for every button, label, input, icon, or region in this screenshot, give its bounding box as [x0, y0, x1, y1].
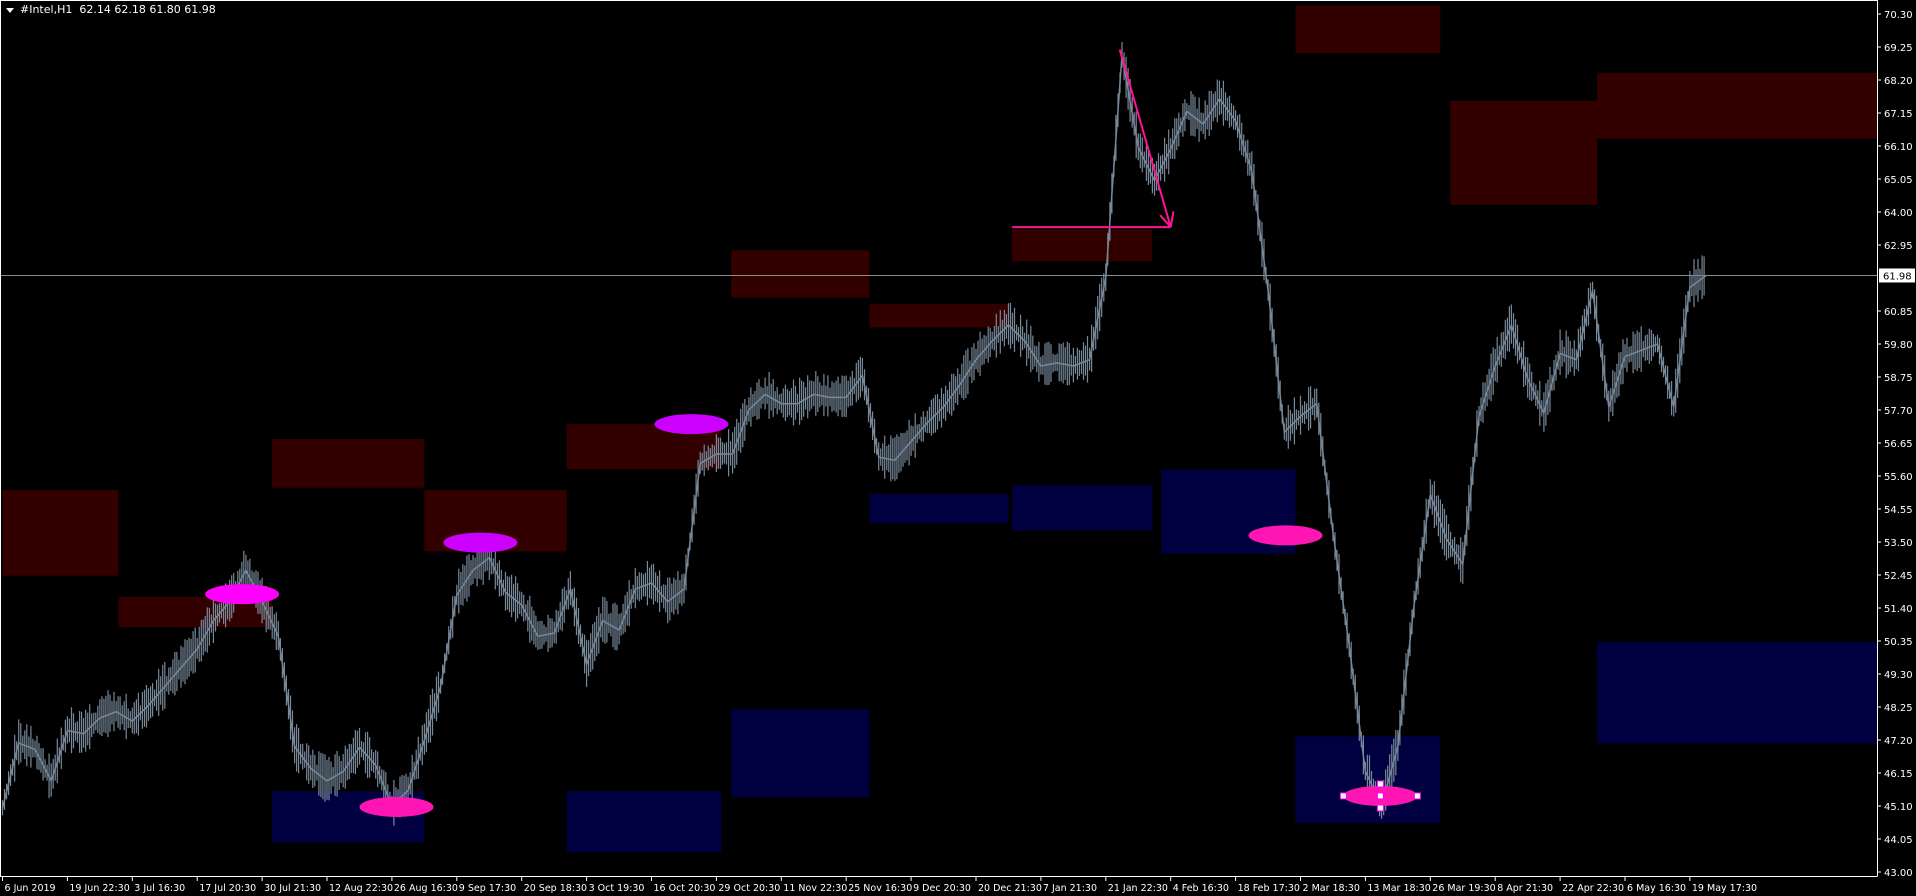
- arrow-head: [1169, 211, 1175, 228]
- ellipse-marker[interactable]: [359, 796, 434, 817]
- drawing-objects-layer: [205, 49, 1421, 817]
- y-tick-label: 56.65: [1884, 439, 1913, 450]
- selection-handle[interactable]: [1376, 780, 1384, 788]
- y-tick-label: 67.15: [1884, 109, 1913, 120]
- y-tick-label: 59.80: [1884, 340, 1913, 351]
- x-tick-label: 11 Nov 22:30: [783, 883, 847, 894]
- y-tick-label: 47.20: [1884, 736, 1913, 747]
- y-tick-label: 62.95: [1884, 241, 1913, 252]
- selection-handle[interactable]: [1339, 792, 1347, 800]
- supply-zone-rect[interactable]: [1295, 5, 1441, 54]
- y-tick-label: 53.50: [1884, 538, 1913, 549]
- time-axis-bg: [0, 876, 1916, 896]
- supply-zone-rect[interactable]: [869, 304, 1009, 328]
- y-tick-label: 69.25: [1884, 43, 1913, 54]
- price-bars: [1, 42, 1705, 826]
- supply-zone-rect[interactable]: [272, 438, 425, 488]
- x-tick-label: 7 Jan 21:30: [1043, 883, 1097, 894]
- supply-zone-rect[interactable]: [2, 490, 119, 576]
- x-tick-label: 20 Sep 18:30: [524, 883, 587, 894]
- price-series-layer: [0, 42, 1877, 826]
- y-tick-label: 50.35: [1884, 637, 1913, 648]
- y-tick-label: 54.55: [1884, 505, 1913, 516]
- y-tick-label: 52.45: [1884, 571, 1913, 582]
- y-tick-label: 65.05: [1884, 175, 1913, 186]
- x-tick-label: 18 Feb 17:30: [1238, 883, 1300, 894]
- x-tick-label: 9 Sep 17:30: [459, 883, 516, 894]
- supply-zone-rect[interactable]: [1450, 100, 1598, 205]
- symbol-label: #Intel,H1: [20, 3, 73, 16]
- x-tick-label: 16 Oct 20:30: [654, 883, 716, 894]
- y-tick-label: 44.05: [1884, 835, 1913, 846]
- y-tick-label: 48.25: [1884, 703, 1913, 714]
- y-tick-label: 49.30: [1884, 670, 1913, 681]
- y-tick-label: 58.75: [1884, 373, 1913, 384]
- y-tick-label: 68.20: [1884, 76, 1913, 87]
- x-tick-label: 9 Dec 20:30: [913, 883, 971, 894]
- x-tick-label: 6 Jun 2019: [5, 883, 56, 894]
- x-tick-label: 19 Jun 22:30: [69, 883, 129, 894]
- price-line: [1, 55, 1707, 809]
- x-tick-label: 26 Mar 19:30: [1432, 883, 1495, 894]
- y-tick-label: 51.40: [1884, 604, 1913, 615]
- zones-layer: [2, 5, 1877, 853]
- demand-zone-rect[interactable]: [1597, 641, 1877, 744]
- x-tick-label: 6 May 16:30: [1627, 883, 1686, 894]
- current-price-badge: [1879, 268, 1915, 283]
- supply-zone-rect[interactable]: [1012, 229, 1153, 262]
- x-tick-label: 26 Aug 16:30: [394, 883, 458, 894]
- ellipse-marker[interactable]: [443, 532, 518, 553]
- demand-zone-rect[interactable]: [731, 709, 870, 798]
- y-tick-label: 70.30: [1884, 10, 1913, 21]
- demand-zone-rect[interactable]: [1012, 485, 1153, 531]
- x-tick-label: 2 Mar 18:30: [1303, 883, 1360, 894]
- y-tick-label: 45.10: [1884, 802, 1913, 813]
- demand-zone-rect[interactable]: [566, 791, 722, 853]
- supply-zone-rect[interactable]: [1597, 72, 1877, 139]
- ellipse-marker[interactable]: [654, 414, 729, 435]
- x-tick-label: 29 Oct 20:30: [718, 883, 780, 894]
- x-tick-label: 17 Jul 20:30: [199, 883, 256, 894]
- x-tick-label: 3 Jul 16:30: [134, 883, 185, 894]
- x-tick-label: 30 Jul 21:30: [264, 883, 321, 894]
- y-tick-label: 43.00: [1884, 868, 1913, 879]
- demand-zone-rect[interactable]: [869, 493, 1009, 524]
- x-tick-label: 22 Apr 22:30: [1562, 883, 1624, 894]
- y-tick-label: 57.70: [1884, 406, 1913, 417]
- x-tick-label: 20 Dec 21:30: [978, 883, 1042, 894]
- x-tick-label: 4 Feb 16:30: [1173, 883, 1229, 894]
- price-axis-bg: [1877, 0, 1916, 896]
- y-tick-label: 60.85: [1884, 307, 1913, 318]
- dropdown-triangle-icon[interactable]: [6, 7, 14, 13]
- x-tick-label: 13 Mar 18:30: [1367, 883, 1430, 894]
- y-tick-label: 55.60: [1884, 472, 1913, 483]
- chart-header: #Intel,H1 62.14 62.18 61.80 61.98: [6, 3, 216, 16]
- selection-handle[interactable]: [1376, 804, 1384, 812]
- ohlc-values: 62.14 62.18 61.80 61.98: [79, 3, 216, 16]
- selection-handle[interactable]: [1413, 792, 1421, 800]
- x-tick-label: 8 Apr 21:30: [1497, 883, 1553, 894]
- y-tick-label: 64.00: [1884, 208, 1913, 219]
- current-price-label: 61.98: [1883, 271, 1912, 282]
- x-tick-label: 19 May 17:30: [1692, 883, 1757, 894]
- x-tick-label: 3 Oct 19:30: [589, 883, 645, 894]
- ellipse-marker[interactable]: [205, 584, 280, 605]
- x-tick-label: 25 Nov 16:30: [848, 883, 912, 894]
- supply-zone-rect[interactable]: [731, 250, 870, 298]
- arrow-line: [1118, 49, 1172, 228]
- y-tick-label: 46.15: [1884, 769, 1913, 780]
- arrow-head: [1159, 214, 1172, 228]
- x-tick-label: 21 Jan 22:30: [1108, 883, 1168, 894]
- selection-handle[interactable]: [1376, 792, 1384, 800]
- x-tick-label: 12 Aug 22:30: [329, 883, 393, 894]
- y-tick-label: 66.10: [1884, 142, 1913, 153]
- ellipse-marker[interactable]: [1248, 525, 1323, 546]
